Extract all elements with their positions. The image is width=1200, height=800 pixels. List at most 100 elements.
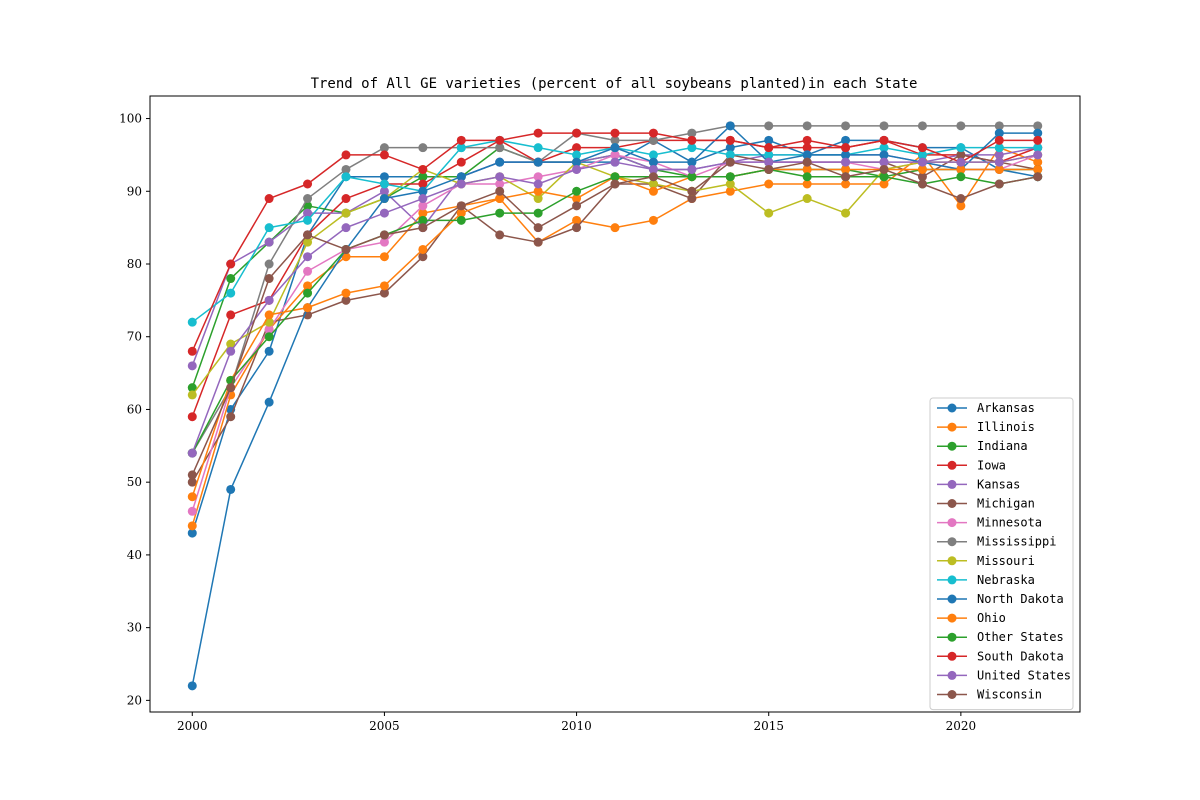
data-point	[456, 215, 466, 225]
data-point	[495, 179, 505, 189]
data-point	[764, 135, 774, 145]
y-tick-label: 30	[127, 621, 142, 635]
legend-item-north-dakota: North Dakota	[937, 592, 1064, 606]
data-point	[956, 121, 966, 131]
legend-label: Other States	[977, 630, 1064, 644]
data-point	[956, 194, 966, 204]
data-point	[187, 448, 197, 458]
data-point	[303, 230, 313, 240]
data-point	[379, 208, 389, 218]
data-point	[341, 288, 351, 298]
data-point	[533, 194, 543, 204]
data-point	[917, 164, 927, 174]
legend-swatch-marker	[947, 441, 957, 451]
data-point	[764, 143, 774, 153]
data-point	[303, 208, 313, 218]
data-point	[264, 397, 274, 407]
data-point	[841, 179, 851, 189]
data-point	[379, 194, 389, 204]
data-point	[264, 259, 274, 269]
data-point	[226, 383, 236, 393]
legend-item-mississippi: Mississippi	[937, 535, 1056, 549]
data-point	[956, 157, 966, 167]
data-point	[648, 164, 658, 174]
legend-item-missouri: Missouri	[937, 554, 1035, 568]
legend-item-arkansas: Arkansas	[937, 401, 1035, 415]
data-point	[533, 237, 543, 247]
legend-swatch-marker	[947, 518, 957, 528]
data-point	[648, 135, 658, 145]
legend-label: United States	[977, 668, 1071, 682]
data-point	[418, 208, 428, 218]
data-point	[725, 172, 735, 182]
data-point	[264, 332, 274, 342]
data-point	[187, 470, 197, 480]
data-point	[533, 223, 543, 233]
data-point	[956, 164, 966, 174]
data-point	[725, 179, 735, 189]
series-united-states	[187, 150, 1043, 458]
y-tick-label: 90	[127, 184, 142, 198]
data-point	[994, 135, 1004, 145]
data-point	[572, 201, 582, 211]
data-point	[187, 477, 197, 487]
data-point	[303, 194, 313, 204]
data-point	[456, 172, 466, 182]
data-point	[994, 179, 1004, 189]
legend-label: Mississippi	[977, 535, 1056, 549]
data-point	[572, 215, 582, 225]
data-point	[495, 157, 505, 167]
data-point	[341, 252, 351, 262]
legend-swatch-marker	[947, 670, 957, 680]
data-point	[341, 194, 351, 204]
data-point	[226, 274, 236, 284]
legend-item-south-dakota: South Dakota	[937, 649, 1064, 663]
data-point	[879, 172, 889, 182]
data-point	[418, 244, 428, 254]
data-point	[879, 179, 889, 189]
data-point	[610, 143, 620, 153]
x-axis: 2000 2005 2010 2015 2020	[177, 712, 976, 733]
data-point	[725, 186, 735, 196]
data-point	[764, 179, 774, 189]
data-point	[610, 179, 620, 189]
data-point	[802, 179, 812, 189]
legend-item-other-states: Other States	[937, 630, 1064, 644]
data-point	[841, 150, 851, 160]
data-point	[187, 346, 197, 356]
data-point	[802, 172, 812, 182]
y-tick-label: 100	[119, 112, 142, 126]
legend-label: Michigan	[977, 497, 1035, 511]
data-point	[187, 361, 197, 371]
data-point	[725, 143, 735, 153]
legend-swatch-marker	[947, 499, 957, 508]
data-point	[456, 157, 466, 167]
data-point	[533, 208, 543, 218]
legend-label: South Dakota	[977, 649, 1064, 663]
data-point	[495, 230, 505, 240]
data-point	[610, 157, 620, 167]
data-point	[533, 186, 543, 196]
data-point	[418, 164, 428, 174]
data-point	[379, 150, 389, 160]
data-point	[187, 506, 197, 516]
data-point	[264, 324, 274, 334]
data-point	[572, 128, 582, 138]
legend-swatch-marker	[947, 479, 957, 489]
data-point	[379, 143, 389, 153]
legend-label: Illinois	[977, 420, 1035, 434]
data-point	[303, 179, 313, 189]
data-point	[648, 179, 658, 189]
legend-swatch-marker	[947, 651, 957, 661]
x-tick-label: 2015	[753, 719, 784, 733]
legend-item-minnesota: Minnesota	[937, 516, 1042, 530]
data-point	[841, 208, 851, 218]
data-point	[495, 135, 505, 145]
chart-title: Trend of All GE varieties (percent of al…	[311, 76, 918, 92]
data-point	[687, 157, 697, 167]
data-point	[187, 528, 197, 538]
legend-box	[929, 397, 1074, 711]
data-point	[687, 135, 697, 145]
data-point	[418, 194, 428, 204]
